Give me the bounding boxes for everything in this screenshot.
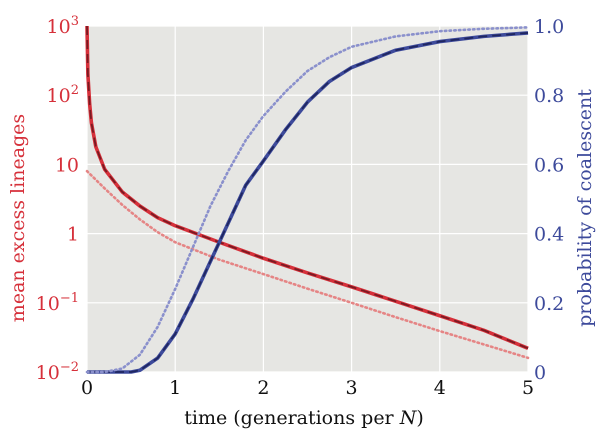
series-line-left-dashed [86,25,529,350]
x-axis-label-var: N [399,407,418,429]
y-left-tick-label: 10−2 [36,360,79,384]
plot-background [87,26,528,372]
x-axis-label-part-3: ) [416,407,423,429]
y-left-tick-exponent: −1 [60,291,79,306]
right-axis-ticks: 0 0.2 0.4 0.6 0.8 1.0 [534,16,564,384]
y-right-tick-label: 0.6 [534,154,564,176]
y-left-tick-label: 10 [55,154,79,176]
series-line-right-dotted [85,26,530,374]
y-left-tick-exponent: 2 [71,83,79,98]
x-tick-label: 3 [346,377,358,399]
y-left-tick-label: 103 [47,14,79,38]
y-left-tick-base: 10 [47,85,71,107]
y-left-tick-base: 10 [47,16,71,38]
y-left-tick-base: 10 [55,154,79,176]
y-right-tick-label: 0.4 [534,224,564,246]
y-axis-right-label: probability of coalescent [574,89,596,327]
y-axis-left-label: mean excess lineages [7,114,29,322]
y-left-tick-exponent: 3 [71,14,79,29]
y-left-tick-exponent: −2 [60,360,79,375]
grid [86,25,529,373]
series-layer [85,25,530,374]
series-line-left-dotted [85,169,530,360]
x-axis-label-part-1: time (generations per [184,407,399,429]
y-left-tick-label: 102 [47,83,79,107]
y-right-tick-label: 0 [534,362,546,384]
y-right-tick-label: 0.8 [534,85,564,107]
x-tick-label: 5 [522,377,534,399]
bottom-axis-ticks: 0 1 2 3 4 5 [81,377,534,399]
series-line-right-dashed [87,32,529,373]
x-tick-label: 0 [81,377,93,399]
y-left-tick-base: 10 [36,362,60,384]
y-right-tick-label: 1.0 [534,16,564,38]
x-axis-label: time (generations per N) [184,407,423,429]
x-tick-label: 4 [434,377,446,399]
y-left-tick-base: 1 [67,224,79,246]
y-right-tick-label: 0.2 [534,293,564,315]
x-tick-label: 2 [257,377,269,399]
y-left-tick-label: 1 [67,224,79,246]
y-left-tick-base: 10 [36,293,60,315]
x-tick-label: 1 [169,377,181,399]
y-left-tick-label: 10−1 [36,291,79,315]
